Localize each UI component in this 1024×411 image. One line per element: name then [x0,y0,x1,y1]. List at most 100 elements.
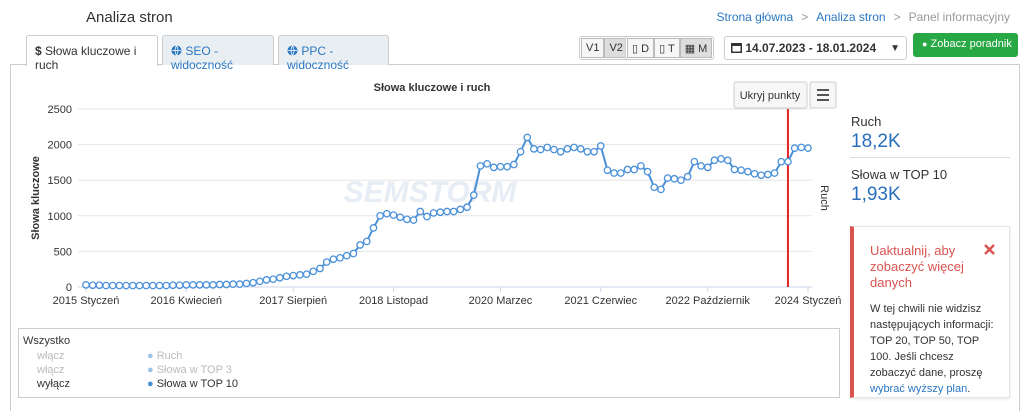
period-label: M [698,43,708,55]
data-point [583,147,592,156]
tab[interactable]: SEO - widoczność [162,35,274,72]
data-point [717,154,725,163]
data-point [556,147,565,156]
date-picker[interactable]: 14.07.2023 - 18.01.2024 ▼ [724,36,907,60]
main-panel [10,64,1020,411]
data-point [443,207,451,216]
legend-toggle[interactable]: wyłącz [37,378,71,390]
data-point [416,207,425,216]
y-tick-label: 2000 [48,140,72,152]
data-point [743,167,752,176]
legend-label: Słowa w TOP 3 [156,364,232,376]
y2-axis-label: Ruch [818,185,830,211]
data-point [82,281,90,289]
legend-item[interactable]: ● Słowa w TOP 3 [147,364,232,376]
hide-points-label: Ukryj punkty [740,90,801,102]
data-point [289,271,298,280]
breadcrumb[interactable]: Strona główna [716,10,794,24]
data-point [316,264,324,273]
data-point [249,278,257,287]
data-point [142,281,151,290]
data-point [162,281,171,290]
data-point [356,241,364,249]
period-label: T [667,43,675,55]
legend: Wszystko włącz ● Ruch włącz ● Słowa w TO… [18,328,840,398]
data-point [336,253,344,262]
period-button[interactable]: ▦ M [679,38,713,58]
x-tick-label: 2015 Styczeń [53,295,120,307]
breadcrumb[interactable]: Analiza stron [816,10,886,24]
data-point [155,281,164,290]
data-point [503,162,512,171]
data-point [777,157,786,166]
data-point [436,208,445,217]
data-point [543,143,552,152]
hide-points-button[interactable] [733,81,808,109]
data-point [550,145,558,154]
data-point [302,270,311,279]
data-point [570,143,578,152]
data-point [623,165,632,174]
data-point [657,185,665,194]
legend-label: Ruch [156,350,183,362]
stat-value: 1,93K [851,184,901,205]
data-point [476,162,485,170]
watermark: SEMSTORM [344,176,518,209]
data-point [576,145,585,153]
data-point [349,249,358,258]
legend-toggle[interactable]: włącz [37,364,65,376]
data-point [128,281,137,290]
legend-item[interactable]: ● Słowa w TOP 10 [147,378,239,390]
play-icon: ● [922,39,928,49]
period-button[interactable]: ▯ D [627,38,655,58]
data-point [222,280,231,289]
data-point [737,166,745,175]
data-point [149,281,157,290]
data-point [563,145,572,153]
close-icon[interactable] [984,244,995,255]
data-point [122,281,130,290]
y-tick-label: 2500 [48,104,72,116]
period-button[interactable]: ▯ T [654,38,680,58]
data-point [195,281,204,289]
data-point [296,271,304,279]
tab[interactable]: PPC - widoczność [278,35,389,72]
separator: > [893,10,901,24]
tab[interactable]: $ Słowa kluczowe i ruch [26,35,158,72]
data-point [603,166,612,175]
x-tick-label: 2020 Marzec [469,295,533,307]
version-button[interactable]: V1 [581,38,605,58]
stat-label: Słowa w TOP 10 [851,167,948,182]
data-point [790,144,799,153]
globe-icon [287,45,298,56]
data-point [102,281,110,290]
legend-title[interactable]: Wszystko [23,335,71,347]
legend-item[interactable]: ● Ruch [147,350,183,362]
data-point [429,209,438,217]
data-point [175,281,184,290]
data-point [342,251,351,260]
data-point [449,207,458,216]
date-range: 14.07.2023 - 18.01.2024 [745,41,877,55]
tab-icon: $ [35,44,42,58]
data-point [703,163,712,172]
data-point [797,143,806,152]
data-point [135,281,144,290]
data-point [596,142,605,150]
upgrade-link[interactable]: wybrać wyższy plan [870,383,968,395]
data-point [630,165,639,174]
data-point [530,145,538,153]
guide-button[interactable]: ● Zobacz poradnik [913,33,1018,57]
data-point [262,276,271,284]
data-point [784,157,792,166]
legend-toggle[interactable]: włącz [37,350,65,362]
data-point [403,215,411,224]
data-point [189,281,197,289]
data-point [242,279,251,288]
data-point [730,165,739,174]
data-point [382,209,391,218]
x-tick-label: 2024 Styczeń [775,295,842,307]
data-point [469,191,478,200]
data-point [683,172,692,181]
